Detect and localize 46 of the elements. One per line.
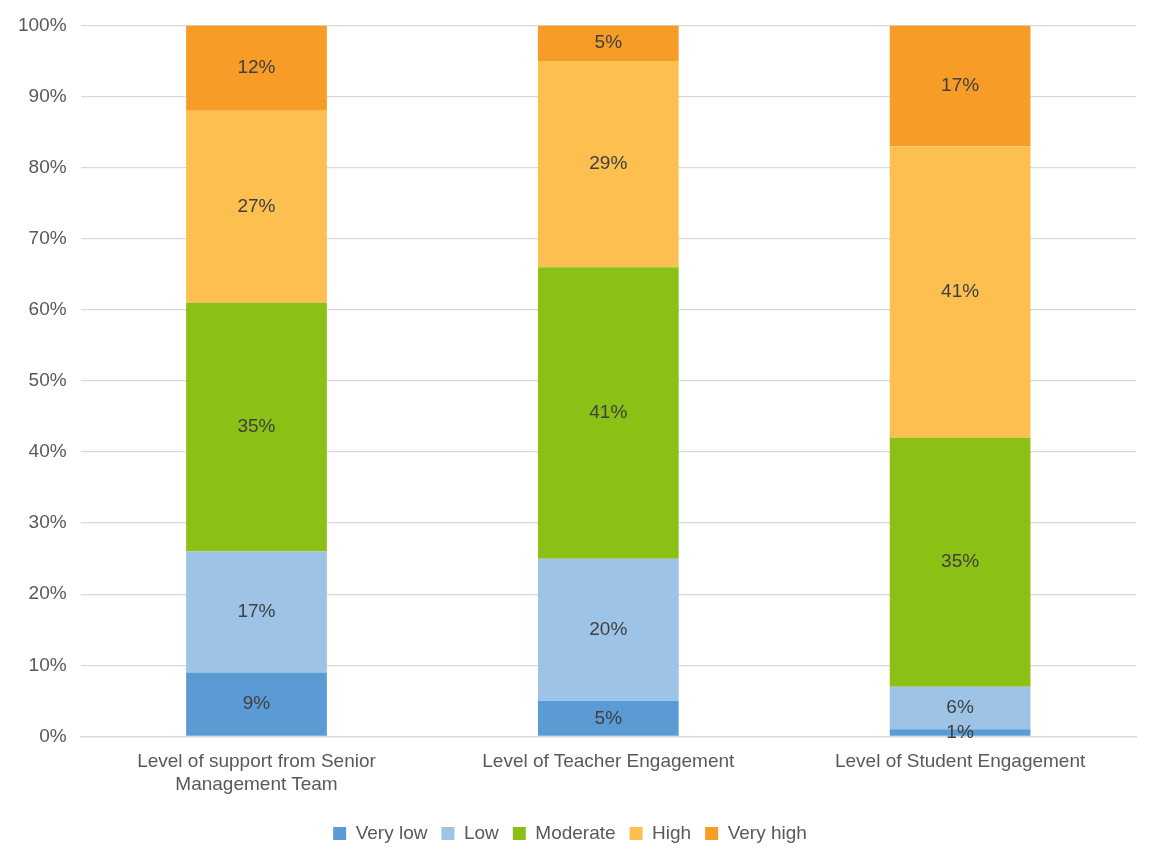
bar (186, 25, 327, 111)
data-label: 17% (237, 600, 276, 622)
data-label: 41% (941, 280, 980, 302)
data-label: 29% (589, 152, 628, 174)
y-tick-label: 60% (28, 298, 67, 320)
bar (889, 146, 1031, 438)
data-label: 35% (941, 550, 980, 572)
bar (537, 558, 679, 701)
y-tick-label: 90% (28, 84, 67, 106)
data-label: 41% (589, 401, 628, 423)
bar (537, 700, 679, 736)
y-tick-label: 50% (28, 369, 67, 391)
legend-label: Very low (355, 821, 428, 843)
y-tick-label: 100% (17, 13, 67, 35)
data-label: 20% (589, 617, 628, 639)
bar (537, 25, 679, 61)
bar (889, 25, 1031, 147)
bar (186, 302, 327, 552)
bar (186, 672, 327, 736)
y-tick-label: 20% (28, 582, 67, 604)
data-label: 5% (594, 706, 623, 728)
data-label: 6% (946, 696, 974, 718)
y-tick-label: 80% (28, 155, 67, 177)
y-tick-label: 30% (28, 511, 67, 533)
y-tick-label: 70% (28, 226, 67, 248)
legend-label: Very high (727, 821, 807, 843)
data-label: 12% (237, 56, 276, 78)
legend-label: Low (463, 821, 500, 843)
legend-label: Moderate (535, 821, 616, 843)
x-tick-label: Level of Teacher Engagement (482, 750, 736, 772)
data-label: 27% (237, 194, 276, 216)
data-label: 5% (594, 31, 623, 53)
x-tick-label: Level of Student Engagement (834, 750, 1086, 772)
y-tick-label: 40% (28, 440, 67, 462)
bar (537, 60, 679, 268)
y-tick-label: 0% (39, 724, 67, 746)
bar (537, 267, 679, 559)
y-tick-label: 10% (28, 653, 67, 675)
data-label: 17% (941, 74, 980, 96)
bar (186, 110, 327, 303)
data-label: 9% (242, 692, 271, 714)
legend-label: High (652, 821, 692, 843)
bar (186, 551, 327, 673)
bar (889, 437, 1031, 687)
data-label: 35% (237, 415, 276, 437)
x-tick-label: Level of support from Senior Management Team (137, 750, 377, 794)
